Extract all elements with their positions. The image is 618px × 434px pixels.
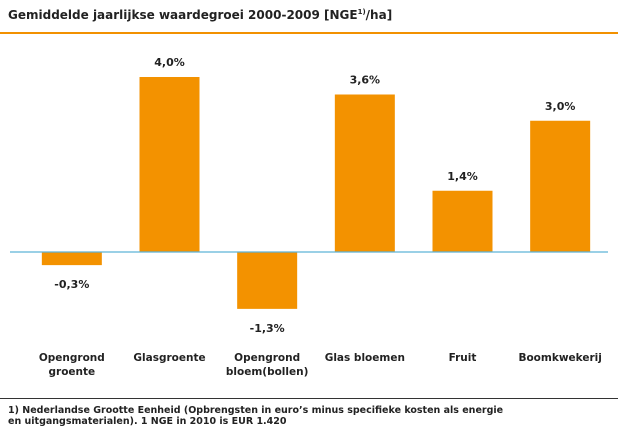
bar	[237, 252, 298, 309]
bar	[139, 77, 200, 252]
bar	[334, 94, 395, 252]
title-rule	[0, 32, 618, 34]
x-tick-label: Boomkwekerij	[518, 352, 602, 364]
x-tick-label: Glasgroente	[133, 352, 206, 364]
footnote-rule	[0, 398, 618, 399]
bar	[530, 120, 591, 252]
x-tick-label: Opengrond groente	[38, 352, 105, 378]
value-label: -0,3%	[54, 278, 89, 291]
value-label: 4,0%	[154, 56, 185, 69]
x-tick-label: Fruit	[448, 352, 477, 364]
x-tick-label: Opengrond bloem(bollen)	[225, 352, 309, 378]
bar	[432, 190, 493, 252]
value-label: -1,3%	[250, 322, 285, 335]
value-label: 3,6%	[350, 74, 381, 87]
footnote: 1) Nederlandse Grootte Eenheid (Opbrengs…	[8, 405, 503, 427]
value-label: 1,4%	[447, 170, 478, 183]
footnote-line: 1) Nederlandse Grootte Eenheid (Opbrengs…	[8, 405, 504, 416]
title-text: Gemiddelde jaarlijkse waardegroei 2000-2…	[8, 8, 358, 22]
chart-title: Gemiddelde jaarlijkse waardegroei 2000-2…	[8, 8, 392, 22]
value-label: 3,0%	[545, 100, 576, 113]
x-tick-label: Glas bloemen	[324, 352, 405, 364]
footnote-line: en uitgangsmaterialen). 1 NGE in 2010 is…	[8, 416, 287, 427]
title-suffix: /ha]	[365, 8, 393, 22]
bar	[41, 252, 102, 266]
title-superscript: 1)	[357, 8, 366, 16]
